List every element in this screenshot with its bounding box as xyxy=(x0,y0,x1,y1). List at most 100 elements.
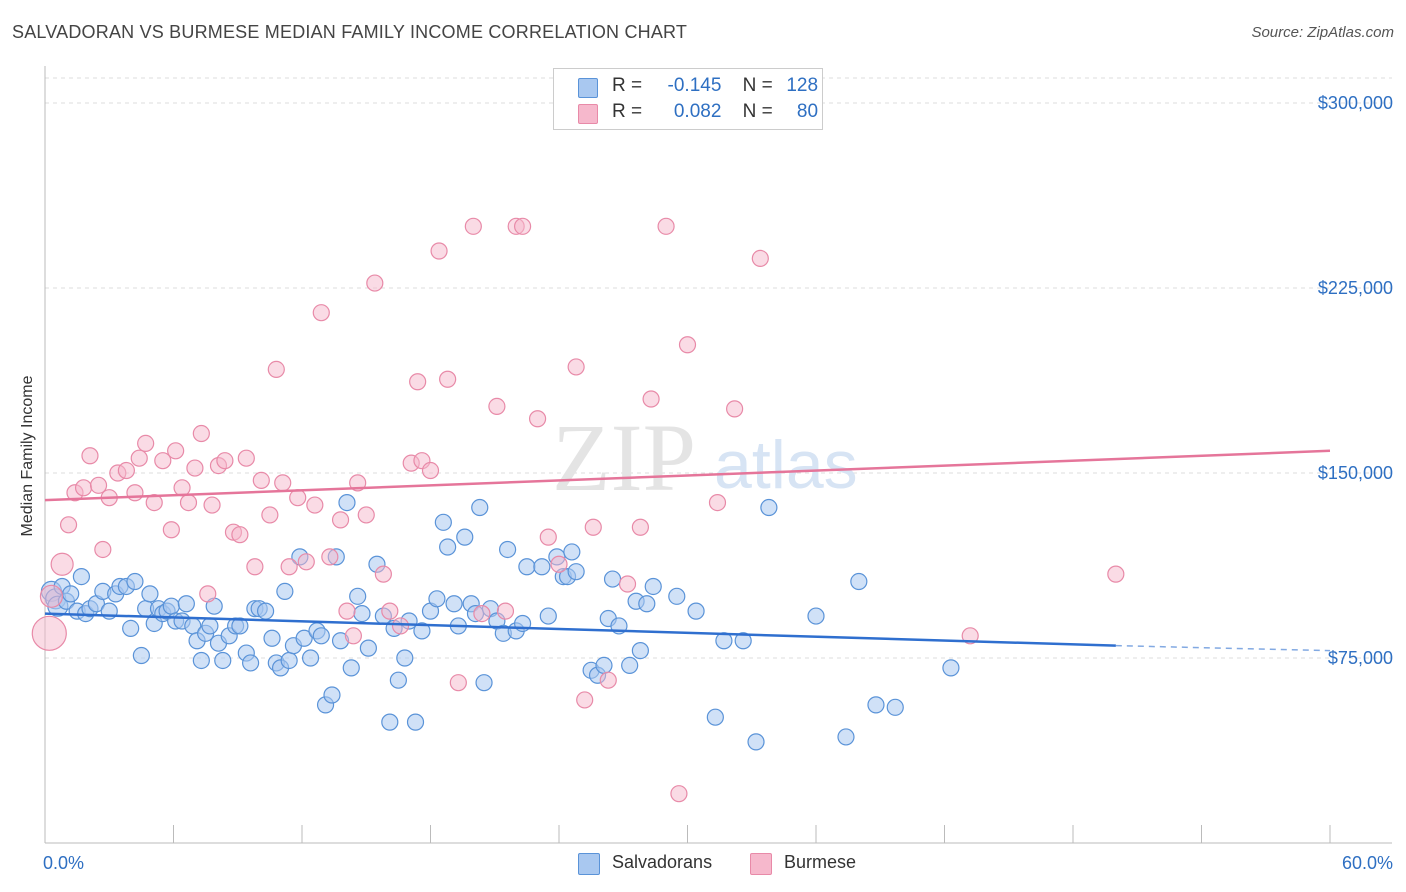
burmese-point xyxy=(130,449,148,467)
salvadoran-point xyxy=(668,587,686,605)
axes xyxy=(44,66,1392,844)
burmese-point xyxy=(274,474,292,492)
burmese-point xyxy=(366,274,384,292)
salvadoran-point xyxy=(162,597,180,615)
n-value: 128 xyxy=(786,75,819,96)
salvadoran-point xyxy=(353,604,371,623)
y-tick-labels: $75,000 $150,000 $225,000 $300,000 xyxy=(1318,93,1393,668)
burmese-point xyxy=(550,555,568,573)
salvadoran-point xyxy=(471,498,489,517)
burmese-point xyxy=(374,565,392,583)
salvadoran-point xyxy=(263,629,281,647)
r-label: R = xyxy=(612,101,643,122)
salvadoran-swatch xyxy=(578,853,600,875)
burmese-point xyxy=(252,471,270,489)
salvadoran-point xyxy=(177,595,195,613)
salvadoran-point xyxy=(359,639,377,657)
burmese-point xyxy=(297,553,315,571)
salvadoran-point xyxy=(201,617,219,635)
salvadoran-point xyxy=(126,572,144,591)
salvadoran-point xyxy=(312,627,330,645)
salvadoran-swatch xyxy=(578,78,598,98)
salvadoran-point xyxy=(706,708,724,726)
salvadoran-point xyxy=(518,558,536,576)
y-tick-label: $225,000 xyxy=(1318,278,1393,298)
r-label: R = xyxy=(612,75,643,96)
watermark-atlas: atlas xyxy=(714,427,858,503)
burmese-point xyxy=(391,617,410,635)
salvadoran-point xyxy=(122,619,140,638)
n-label: N = xyxy=(742,101,773,122)
burmese-point xyxy=(357,506,375,524)
salvadoran-point xyxy=(807,607,825,625)
salvadoran-point xyxy=(295,629,313,647)
burmese-point xyxy=(473,604,491,623)
salvadoran-point xyxy=(942,659,960,677)
salvadoran-point xyxy=(338,494,356,512)
burmese-point xyxy=(126,484,144,502)
salvadoran-point xyxy=(132,646,150,665)
watermark: ZIP atlas xyxy=(552,404,858,511)
y-tick-label: $150,000 xyxy=(1318,463,1393,483)
salvadoran-point xyxy=(621,656,639,675)
salvadoran-trend-line xyxy=(44,612,1116,647)
burmese-point xyxy=(312,304,330,322)
burmese-point xyxy=(670,785,688,803)
burmese-point xyxy=(496,602,515,620)
burmese-point xyxy=(199,585,217,603)
trend-lines xyxy=(44,449,1331,652)
salvadoran-point xyxy=(638,595,656,613)
burmese-point xyxy=(331,511,350,529)
salvadoran-point xyxy=(886,698,904,716)
burmese-point xyxy=(186,459,204,477)
burmese-swatch xyxy=(578,104,598,124)
salvadoran-point xyxy=(62,585,80,603)
salvadoran-point xyxy=(192,651,210,670)
salvadoran-point xyxy=(349,587,367,605)
x-tick-label-min: 0.0% xyxy=(43,853,84,873)
burmese-point xyxy=(306,496,324,514)
salvadoran-point xyxy=(445,595,463,613)
burmese-swatch xyxy=(750,853,772,875)
burmese-point xyxy=(89,476,108,494)
legend-salvadorans-label: Salvadorans xyxy=(612,852,713,872)
series-legend: Salvadorans Burmese xyxy=(0,852,1406,876)
burmese-point xyxy=(145,494,163,512)
burmese-point xyxy=(280,558,298,576)
burmese-point xyxy=(678,336,697,354)
burmese-point xyxy=(203,496,221,514)
salvadoran-point xyxy=(456,528,474,546)
salvadoran-trend-extension xyxy=(1115,644,1331,652)
burmese-point xyxy=(488,397,506,415)
burmese-point xyxy=(117,461,135,480)
burmese-point xyxy=(50,552,74,576)
salvadoran-point xyxy=(396,649,414,667)
x-tick-labels: 0.0% 60.0% xyxy=(43,853,1393,873)
x-tick-label-max: 60.0% xyxy=(1342,853,1393,873)
watermark-zip: ZIP xyxy=(552,404,696,511)
salvadoran-point xyxy=(499,540,517,559)
burmese-point xyxy=(381,602,399,620)
burmese-point xyxy=(726,400,744,418)
gridlines xyxy=(45,77,1392,659)
salvadoran-point xyxy=(837,728,855,746)
salvadoran-point xyxy=(280,651,298,670)
burmese-point xyxy=(708,494,727,512)
salvadoran-point xyxy=(428,590,446,608)
burmese-point xyxy=(231,526,249,544)
n-label: N = xyxy=(742,75,773,96)
burmese-point xyxy=(154,452,172,470)
salvadoran-point xyxy=(475,674,493,692)
burmese-point xyxy=(344,627,362,645)
burmese-point xyxy=(179,494,198,512)
y-tick-label: $300,000 xyxy=(1318,93,1393,113)
burmese-point xyxy=(599,671,617,689)
burmese-point xyxy=(216,452,234,470)
salvadoran-point xyxy=(850,572,868,591)
burmese-point xyxy=(31,615,67,651)
salvadoran-point xyxy=(734,632,752,650)
burmese-point xyxy=(59,516,78,534)
burmese-point xyxy=(162,521,180,539)
burmese-point xyxy=(81,447,99,465)
